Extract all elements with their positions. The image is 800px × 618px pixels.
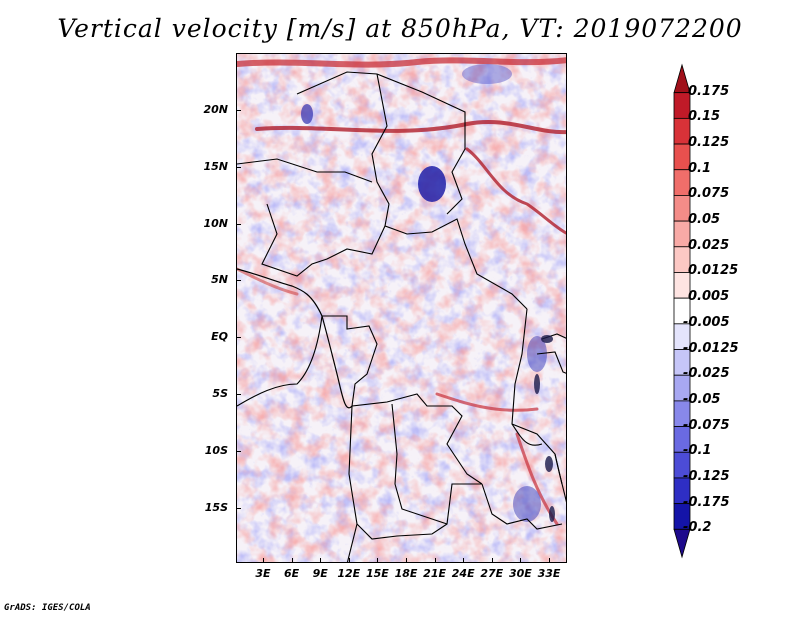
colorbar-label-6: 0.025 (688, 237, 730, 253)
lon-label-3: 12E (337, 567, 361, 580)
lon-label-9: 30E (508, 567, 532, 580)
lat-label-4: EQ (211, 330, 228, 344)
colorbar-label-1: 0.15 (688, 109, 721, 125)
lat-tick-3 (236, 280, 241, 282)
lon-tick-6 (434, 558, 436, 563)
lon-label-5: 18E (394, 567, 418, 580)
colorbar-label-0: 0.175 (688, 83, 730, 99)
lon-tick-7 (463, 558, 465, 563)
country-borders (237, 71, 566, 562)
colorbar-label-5: 0.05 (688, 212, 721, 228)
colorbar-label-13: -0.075 (683, 417, 730, 433)
lon-tick-1 (291, 558, 293, 563)
lat-label-7: 15S (204, 500, 228, 514)
map-title: Vertical velocity [m/s] at 850hPa, VT: 2… (57, 14, 743, 43)
lon-label-0: 3E (255, 567, 271, 580)
colorbar-label-12: -0.05 (683, 391, 721, 407)
lon-tick-9 (520, 558, 522, 563)
grads-credit: GrADS: IGES/COLA (4, 603, 91, 613)
colorbar-label-4: 0.075 (688, 186, 730, 202)
colorbar-label-17: -0.2 (683, 520, 712, 536)
lakes (534, 335, 555, 522)
colorbar-label-7: 0.0125 (688, 263, 739, 279)
lat-label-1: 15N (203, 159, 228, 173)
colorbar-label-2: 0.125 (688, 135, 730, 151)
lat-label-6: 10S (204, 443, 228, 457)
colorbar-label-15: -0.125 (683, 468, 730, 484)
lat-label-2: 10N (203, 216, 228, 230)
lon-label-8: 27E (480, 567, 504, 580)
lon-tick-0 (263, 558, 264, 563)
lon-tick-8 (491, 558, 493, 563)
lon-tick-10 (549, 558, 550, 563)
colorbar-label-9: -0.005 (683, 314, 730, 330)
lon-tick-2 (320, 558, 322, 563)
colorbar-label-10: -0.0125 (683, 340, 739, 356)
lon-tick-5 (406, 558, 407, 563)
colorbar-label-11: -0.025 (683, 366, 730, 382)
lon-label-2: 9E (312, 567, 328, 580)
lat-tick-7 (236, 507, 241, 509)
colorbar-label-14: -0.1 (683, 443, 712, 459)
lat-tick-0 (236, 110, 241, 111)
lon-tick-4 (377, 558, 379, 563)
lon-label-4: 15E (365, 567, 389, 580)
lat-tick-6 (236, 450, 241, 452)
lat-tick-1 (236, 166, 241, 168)
lat-tick-4 (236, 337, 241, 339)
map-field (237, 54, 566, 562)
lat-label-3: 5N (211, 273, 228, 287)
lon-tick-3 (348, 558, 350, 563)
colorbar-label-16: -0.175 (683, 494, 730, 510)
lat-tick-5 (236, 394, 241, 395)
coastline (237, 268, 353, 409)
strong-updraft-bands (237, 57, 566, 526)
lon-label-7: 24E (451, 567, 475, 580)
colorbar-label-8: 0.005 (688, 289, 730, 305)
lat-label-0: 20N (203, 103, 228, 116)
lon-label-6: 21E (423, 567, 446, 580)
lon-label-10: 33E (537, 567, 561, 580)
colorbar-swatch-18 (673, 528, 691, 559)
vertical-velocity-map (236, 53, 567, 563)
colorbar (673, 63, 691, 559)
lat-tick-2 (236, 223, 241, 225)
lat-label-5: 5S (212, 387, 228, 400)
lon-label-1: 6E (284, 567, 300, 580)
colorbar-label-3: 0.1 (688, 160, 712, 176)
